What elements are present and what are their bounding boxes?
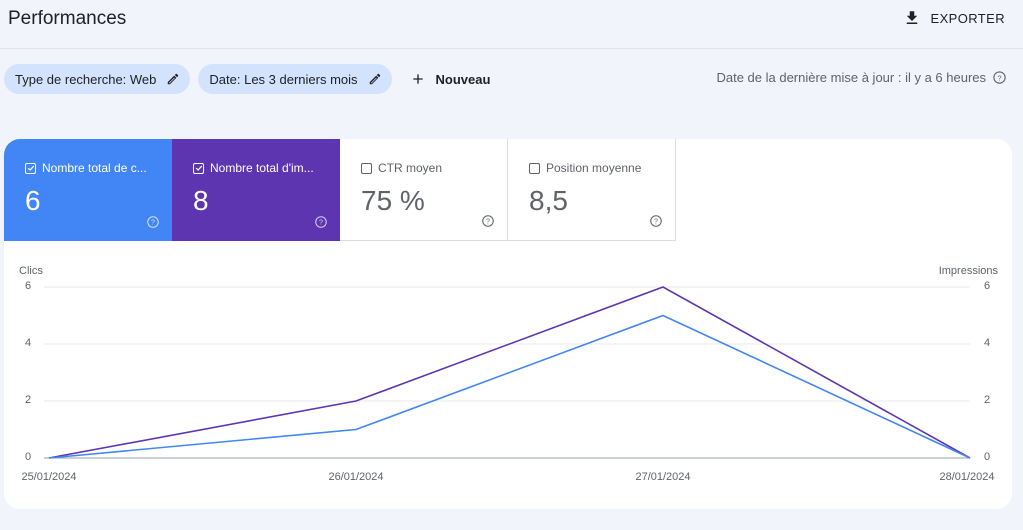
series-line-impressions [48,286,971,459]
metric-tile-average-ctr[interactable]: CTR moyen 75 % ? [340,139,508,241]
metric-value: 8 [193,185,209,216]
help-icon[interactable]: ? [146,215,160,229]
date-filter-label: Date: Les 3 derniers mois [209,71,358,87]
metric-value: 6 [25,185,41,216]
performance-line-chart [44,286,971,459]
help-icon[interactable]: ? [481,214,495,228]
top-bar: Performances EXPORTER [0,0,1023,49]
y-tick-label-right: 2 [984,394,991,406]
export-label: EXPORTER [930,10,1005,26]
x-tick-label: 26/01/2024 [328,471,384,483]
svg-text:?: ? [151,220,155,227]
edit-pencil-icon [369,73,380,85]
y-axis-left-title: Clics [19,265,43,277]
date-filter-chip[interactable]: Date: Les 3 derniers mois [198,64,392,94]
edit-pencil-icon [168,73,179,85]
metric-tile-average-position[interactable]: Position moyenne 8,5 ? [508,139,676,241]
metric-label: CTR moyen [361,161,442,175]
svg-text:?: ? [486,219,490,226]
y-axis-right-title: Impressions [938,265,998,277]
last-update-info: Date de la dernière mise à jour : il y a… [716,70,1007,85]
x-tick-label: 25/01/2024 [21,471,77,483]
new-filter-button[interactable]: Nouveau [410,71,491,87]
series-line-clics [48,314,971,459]
y-tick-label-left: 4 [25,337,32,349]
metric-tile-total-clicks[interactable]: Nombre total de c... 6 ? [4,139,172,241]
y-tick-label-left: 2 [25,394,32,406]
checkbox-checked-icon[interactable] [25,162,36,174]
svg-text:?: ? [319,220,323,227]
y-tick-label-right: 6 [984,280,991,292]
checkbox-unchecked-icon[interactable] [529,162,540,174]
metric-tile-total-impressions[interactable]: Nombre total d'im... 8 ? [172,139,340,241]
performance-card: Nombre total de c... 6 ? Nombre total d'… [4,139,1012,509]
search-type-filter-label: Type de recherche: Web [15,71,157,87]
metric-tiles: Nombre total de c... 6 ? Nombre total d'… [4,139,676,241]
svg-text:?: ? [997,73,1001,82]
metric-value: 8,5 [529,185,568,216]
y-tick-label-right: 4 [984,337,991,349]
search-type-filter-chip[interactable]: Type de recherche: Web [4,64,191,94]
y-tick-label-left: 6 [25,280,32,292]
checkbox-checked-icon[interactable] [193,162,204,174]
x-tick-label: 27/01/2024 [635,471,691,483]
new-filter-label: Nouveau [435,71,491,87]
last-update-text: Date de la dernière mise à jour : il y a… [716,70,986,85]
export-button[interactable]: EXPORTER [903,9,1005,27]
metric-label: Nombre total de c... [25,161,147,175]
download-icon [906,11,917,24]
x-tick-label: 28/01/2024 [939,471,995,483]
checkbox-unchecked-icon[interactable] [361,162,372,174]
page-title: Performances [8,8,127,29]
metric-value: 75 % [361,185,425,216]
y-tick-label-right: 0 [984,451,991,463]
help-icon[interactable]: ? [649,214,663,228]
filter-bar: Type de recherche: Web Date: Les 3 derni… [4,64,490,94]
metric-label: Nombre total d'im... [193,161,314,175]
help-icon[interactable]: ? [314,215,328,229]
metric-label: Position moyenne [529,161,641,175]
y-tick-label-left: 0 [25,451,32,463]
help-icon[interactable]: ? [992,70,1007,85]
svg-text:?: ? [654,219,658,226]
plus-icon [412,74,423,84]
